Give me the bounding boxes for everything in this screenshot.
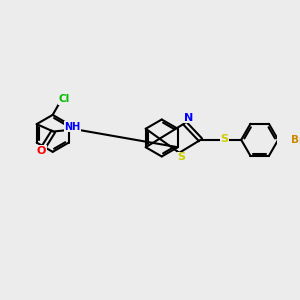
Text: NH: NH: [64, 122, 81, 132]
Text: Br: Br: [291, 135, 300, 145]
Text: O: O: [37, 146, 46, 156]
Text: S: S: [220, 134, 229, 144]
Text: N: N: [184, 113, 193, 123]
Text: Cl: Cl: [58, 94, 69, 104]
Text: S: S: [177, 152, 185, 162]
